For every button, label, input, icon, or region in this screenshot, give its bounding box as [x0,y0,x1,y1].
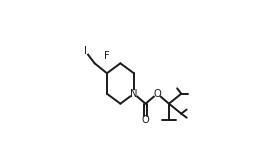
Circle shape [82,48,88,54]
Circle shape [131,91,137,97]
Text: O: O [142,115,149,125]
Text: F: F [104,51,110,61]
Text: I: I [84,46,87,56]
Circle shape [154,91,160,97]
Circle shape [104,53,110,59]
Circle shape [143,117,148,123]
Text: O: O [153,89,161,99]
Text: N: N [130,89,138,99]
